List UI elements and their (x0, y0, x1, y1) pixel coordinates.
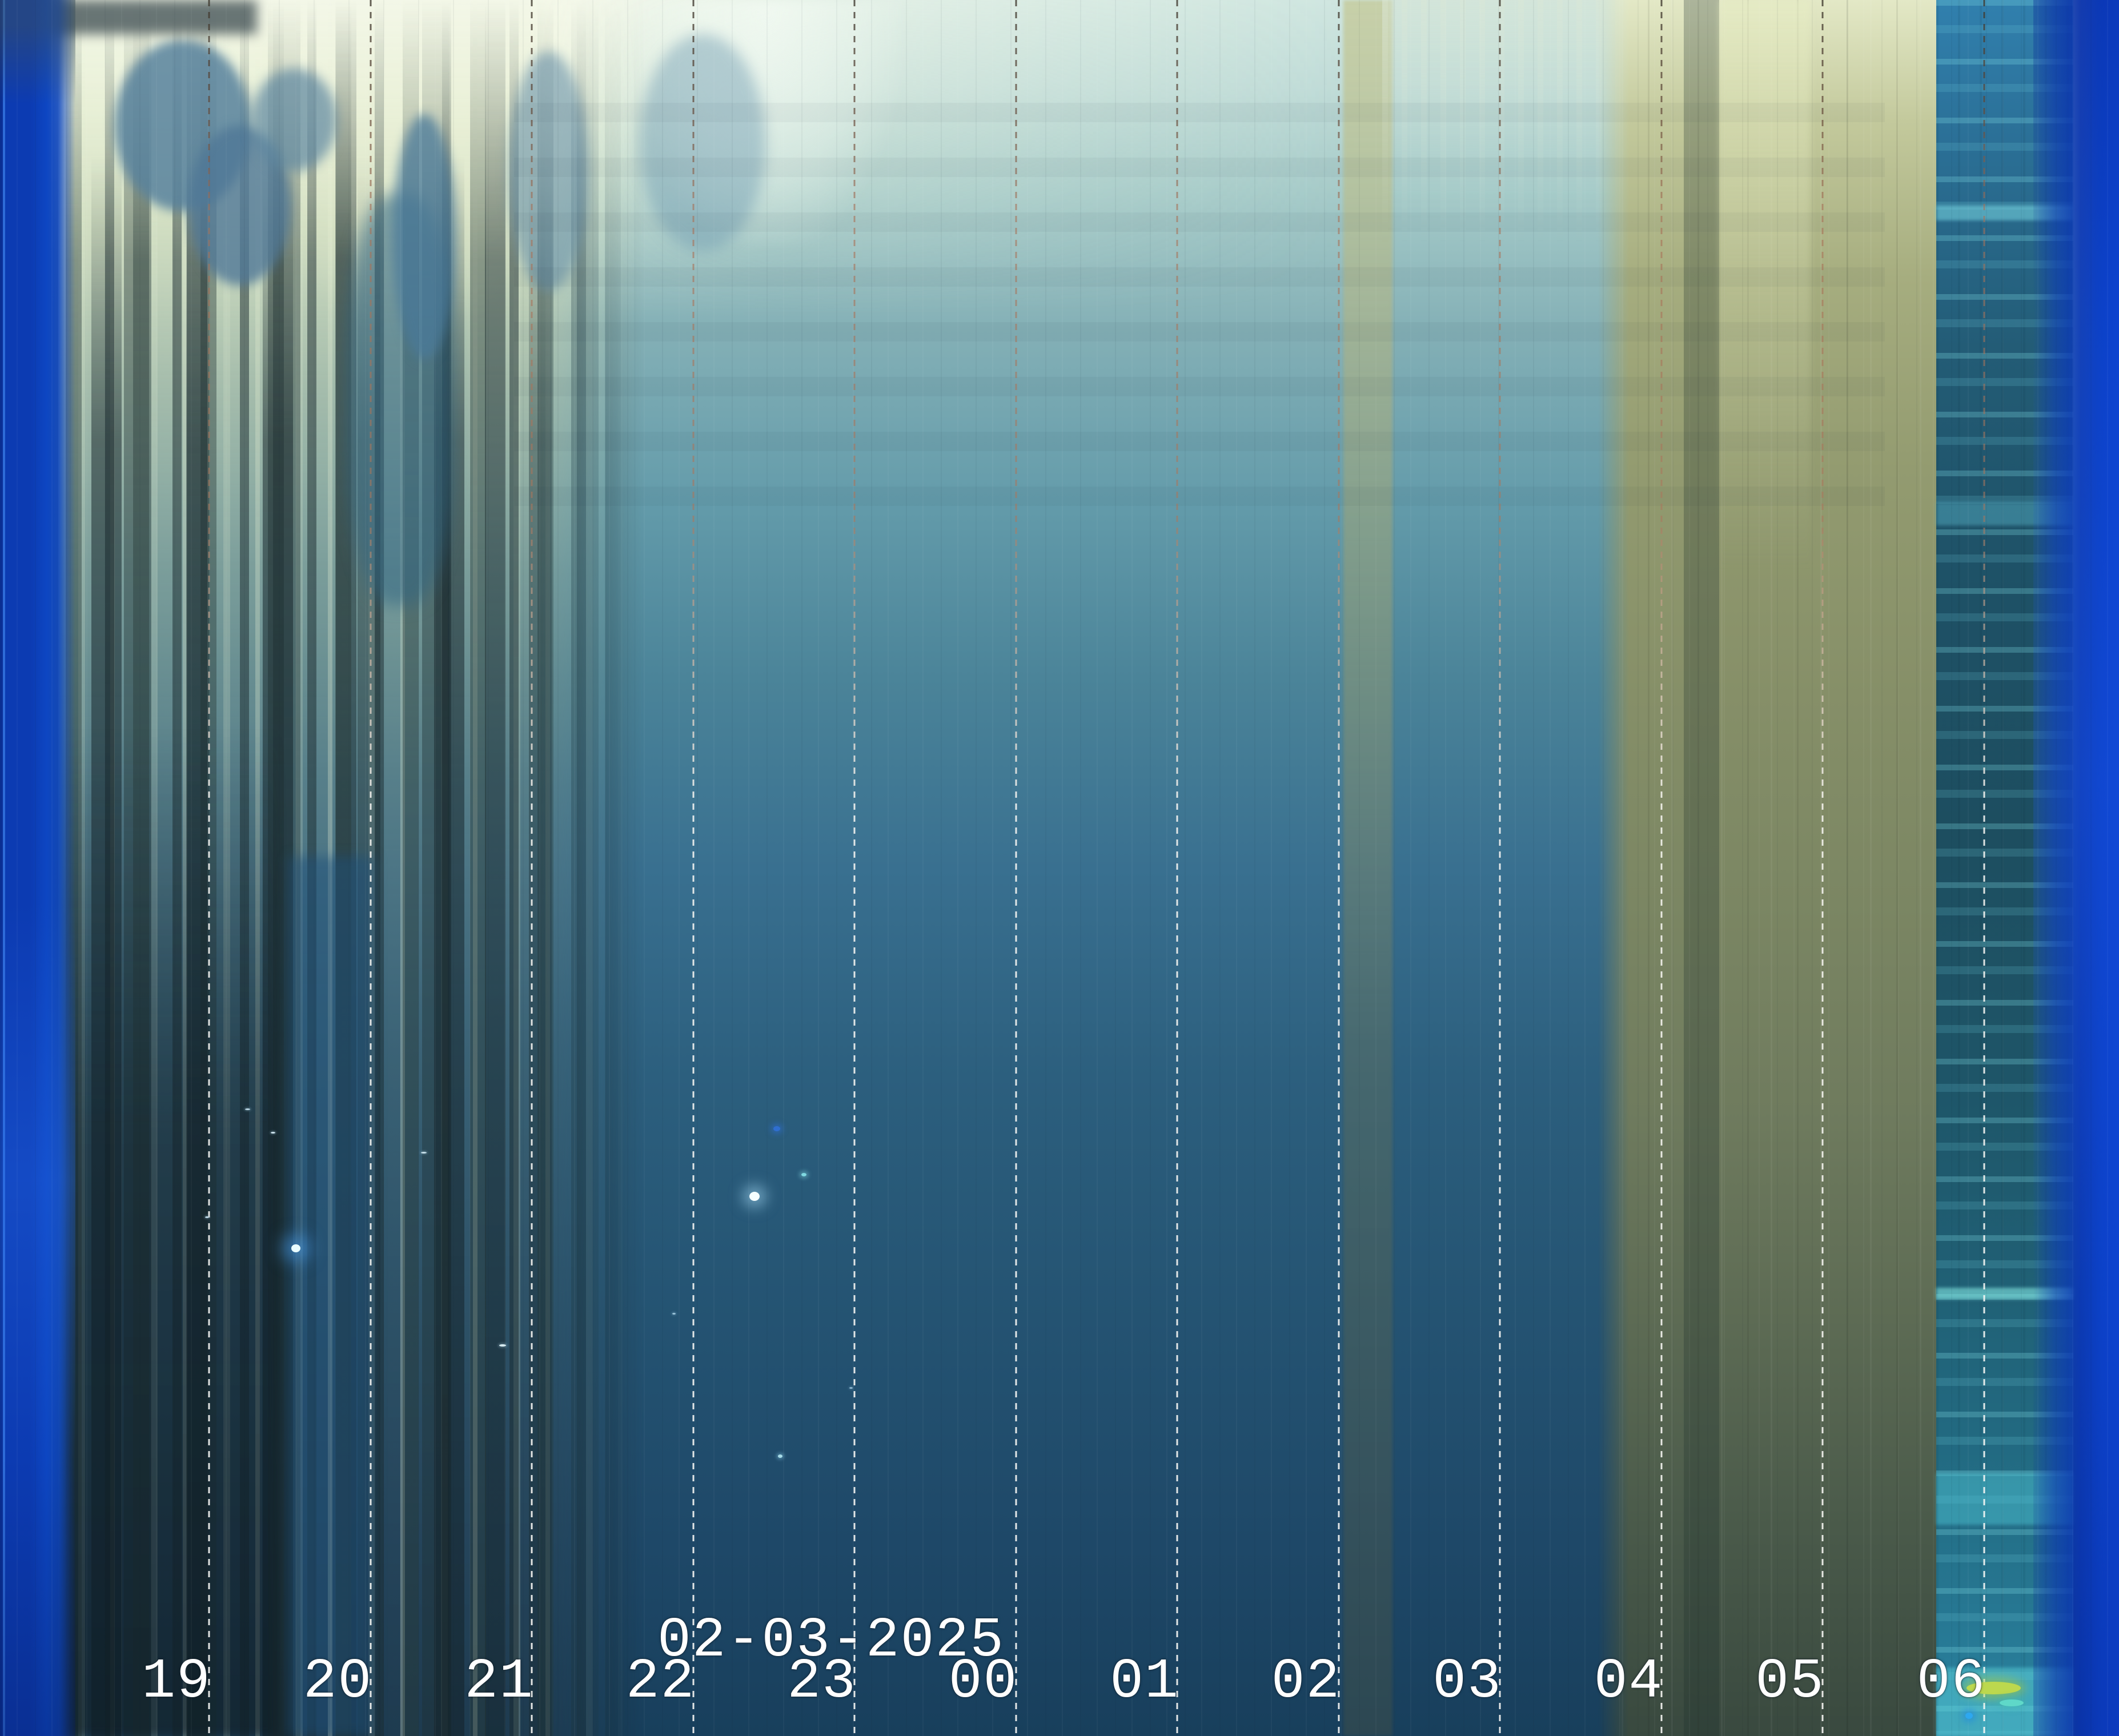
hour-label: 19 (142, 1650, 211, 1714)
hour-label: 00 (948, 1650, 1018, 1714)
hour-label: 06 (1916, 1650, 1986, 1714)
hour-label: 02 (1271, 1650, 1341, 1714)
hour-gridline (853, 0, 856, 1736)
star-dot (672, 1312, 676, 1315)
star-dot (1965, 1712, 1973, 1719)
star-dot (778, 1454, 782, 1458)
star-dot (773, 1126, 780, 1131)
star-dot (204, 1216, 209, 1218)
star-dot (2000, 1699, 2024, 1706)
faint-horizontal-bands (514, 103, 1885, 514)
hour-label: 20 (303, 1650, 373, 1714)
star-dot (244, 1108, 250, 1110)
hour-label: 03 (1432, 1650, 1502, 1714)
hour-label: 22 (625, 1650, 696, 1714)
star-dot (421, 1151, 427, 1154)
cloud-deck-dark-column (1684, 0, 1719, 1736)
slate-cloud-blob (640, 34, 765, 251)
dusk-cloud-streak-band (38, 0, 651, 1736)
right-blue-border (2033, 0, 2119, 1736)
hour-gridline (692, 0, 694, 1736)
slate-cloud-blob (251, 69, 337, 171)
cloud-deck-bright-column (1719, 0, 1811, 571)
star-dot (271, 1131, 275, 1134)
hour-gridline (208, 0, 210, 1736)
star-dot (1966, 1682, 2021, 1694)
left-border-shading (0, 0, 75, 1736)
hour-gridline (1499, 0, 1501, 1736)
date-label: 02-03-2025 (657, 1609, 1005, 1673)
slate-cloud-blob (508, 51, 588, 291)
hour-gridline (1176, 0, 1178, 1736)
hour-gridline (531, 0, 533, 1736)
hour-gridline (1015, 0, 1017, 1736)
dusk-bottom-shadow (61, 729, 278, 1736)
star-dot (291, 1244, 300, 1252)
pale-top-streaks (1382, 0, 1628, 246)
star-dot (801, 1173, 806, 1176)
right-border-shading (2033, 0, 2119, 1736)
predawn-cloud-deck-band (1598, 0, 1941, 1736)
left-blue-border (0, 0, 75, 1736)
clear-blue-gap (289, 857, 375, 1736)
slate-cloud-blob (393, 114, 456, 360)
star-dot (849, 1387, 853, 1389)
hour-gridline (1983, 0, 1985, 1736)
hour-label: 21 (464, 1650, 534, 1714)
hour-label: 04 (1594, 1650, 1664, 1714)
khaki-cloud-band-02h (1343, 0, 1392, 1736)
hour-label: 05 (1755, 1650, 1825, 1714)
hour-gridline (1338, 0, 1339, 1736)
star-dot (499, 1344, 506, 1347)
star-dot (749, 1192, 760, 1201)
hour-gridline (1821, 0, 1824, 1736)
hour-label: 01 (1110, 1650, 1179, 1714)
twilight-bright-hotspot-2 (634, 0, 902, 246)
hour-gridline (1660, 0, 1662, 1736)
hour-gridline (370, 0, 371, 1736)
hour-label: 23 (787, 1650, 857, 1714)
